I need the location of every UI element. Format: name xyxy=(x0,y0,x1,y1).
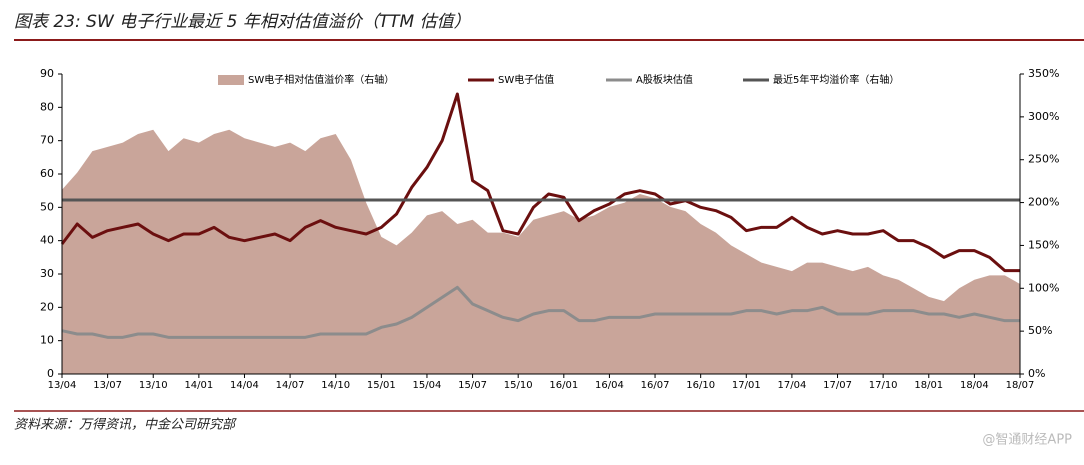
x-tick-label: 16/01 xyxy=(549,380,578,391)
y-tick-label: 50 xyxy=(40,200,54,213)
x-tick-label: 18/01 xyxy=(914,380,943,391)
x-tick-label: 14/04 xyxy=(230,380,259,391)
legend-swatch xyxy=(218,75,244,85)
x-tick-label: 16/10 xyxy=(686,380,715,391)
y-tick-label: 30 xyxy=(40,267,54,280)
x-tick-label: 15/01 xyxy=(367,380,396,391)
legend-label: SW电子估值 xyxy=(498,73,554,86)
x-tick-label: 17/04 xyxy=(777,380,806,391)
x-tick-label: 15/10 xyxy=(504,380,533,391)
x-tick-label: 15/04 xyxy=(413,380,442,391)
y2-tick-label: 50% xyxy=(1028,324,1052,337)
y-tick-label: 10 xyxy=(40,334,54,347)
x-tick-label: 16/04 xyxy=(595,380,624,391)
y2-tick-label: 0% xyxy=(1028,367,1045,380)
x-tick-label: 14/01 xyxy=(184,380,213,391)
x-tick-label: 15/07 xyxy=(458,380,487,391)
y-tick-label: 20 xyxy=(40,300,54,313)
legend-label: A股板块估值 xyxy=(636,73,693,86)
y2-tick-label: 300% xyxy=(1028,110,1059,123)
source: 资料来源：万得资讯，中金公司研究部 xyxy=(14,417,237,433)
x-tick-label: 13/07 xyxy=(93,380,122,391)
y-tick-label: 60 xyxy=(40,167,54,180)
x-tick-label: 18/07 xyxy=(1006,380,1035,391)
x-tick-label: 14/10 xyxy=(321,380,350,391)
y-tick-label: 90 xyxy=(40,67,54,80)
x-tick-label: 14/07 xyxy=(276,380,305,391)
x-tick-label: 18/04 xyxy=(960,380,989,391)
y-tick-label: 40 xyxy=(40,234,54,247)
y2-tick-label: 100% xyxy=(1028,281,1059,294)
legend-label: 最近5年平均溢价率（右轴） xyxy=(773,73,899,86)
legend-label: SW电子相对估值溢价率（右轴） xyxy=(248,73,394,86)
x-tick-label: 17/10 xyxy=(869,380,898,391)
line xyxy=(61,285,1020,339)
x-tick-label: 17/07 xyxy=(823,380,852,391)
x-tick-label: 16/07 xyxy=(641,380,670,391)
x-tick-label: 13/04 xyxy=(48,380,77,391)
y2-tick-label: 350% xyxy=(1028,67,1059,80)
y-tick-label: 0 xyxy=(47,367,54,380)
chart-title: 图表 23: SW 电子行业最近 5 年相对估值溢价（TTM 估值） xyxy=(14,12,471,32)
y-tick-label: 70 xyxy=(40,134,54,147)
y2-tick-label: 250% xyxy=(1028,153,1059,166)
x-tick-label: 17/01 xyxy=(732,380,761,391)
x-tick-label: 13/10 xyxy=(139,380,168,391)
y-tick-label: 80 xyxy=(40,100,54,113)
y2-tick-label: 200% xyxy=(1028,196,1059,209)
watermark: @智通财经APP xyxy=(982,433,1072,448)
y2-tick-label: 150% xyxy=(1028,238,1059,251)
